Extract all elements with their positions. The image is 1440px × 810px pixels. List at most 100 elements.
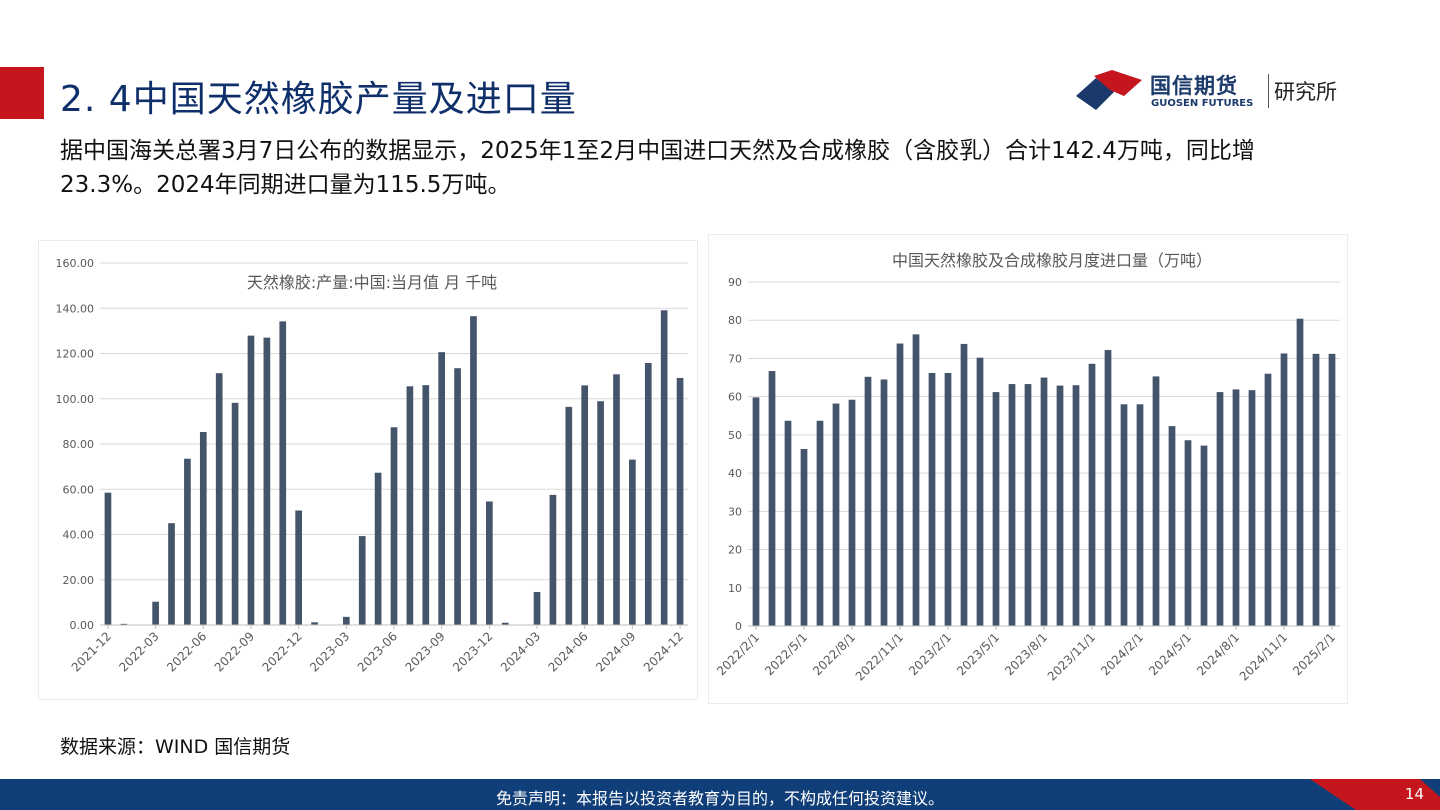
chart-rubber-production-svg: 0.00 20.00 40.00 60.00 80.00 100.00 120.00 140.… bbox=[38, 240, 698, 700]
bar bbox=[677, 378, 684, 625]
y-tick-label: 140.00 bbox=[56, 302, 95, 315]
bar bbox=[945, 373, 952, 626]
bar bbox=[977, 358, 984, 626]
logo-institute: 研究所 bbox=[1274, 76, 1337, 106]
bar bbox=[1137, 404, 1144, 626]
bar bbox=[753, 397, 760, 626]
bar bbox=[1313, 354, 1320, 626]
bar bbox=[343, 617, 350, 625]
y-tick-label: 30 bbox=[728, 505, 742, 518]
bar bbox=[248, 336, 255, 625]
summary-paragraph: 据中国海关总署3月7日公布的数据显示，2025年1至2月中国进口天然及合成橡胶（… bbox=[60, 134, 1350, 202]
y-tick-label: 60.00 bbox=[63, 483, 95, 496]
bar bbox=[849, 400, 856, 626]
bar bbox=[1281, 353, 1288, 626]
bar bbox=[454, 368, 461, 625]
y-tick-label: 0.00 bbox=[70, 619, 95, 632]
bar bbox=[1057, 386, 1064, 626]
bar bbox=[581, 385, 588, 625]
bar bbox=[152, 602, 159, 625]
bar bbox=[785, 421, 792, 626]
bar bbox=[200, 432, 207, 625]
bar bbox=[232, 403, 239, 625]
bar bbox=[422, 385, 429, 625]
chart-title: 中国天然橡胶及合成橡胶月度进口量（万吨） bbox=[892, 251, 1212, 270]
bar bbox=[1169, 426, 1176, 626]
bar bbox=[833, 404, 840, 626]
bar bbox=[470, 316, 477, 625]
y-tick-label: 80.00 bbox=[63, 438, 95, 451]
chart-rubber-imports: 0 10 20 30 40 50 60 70 80 90 2022/2/1 2022/5/1 2022/… bbox=[708, 234, 1348, 704]
bar bbox=[1089, 364, 1096, 626]
page-title: 2. 4中国天然橡胶产量及进口量 bbox=[60, 70, 577, 122]
bar bbox=[1233, 389, 1240, 626]
y-tick-label: 160.00 bbox=[56, 257, 95, 270]
chart-title: 天然橡胶:产量:中国:当月值 月 千吨 bbox=[247, 273, 497, 292]
bar bbox=[184, 459, 191, 625]
bar bbox=[1217, 392, 1224, 626]
logo-company-name: 国信期货 bbox=[1150, 70, 1238, 100]
y-tick-label: 120.00 bbox=[56, 348, 95, 361]
bar bbox=[168, 523, 175, 625]
bar bbox=[1265, 374, 1272, 626]
y-tick-label: 80 bbox=[728, 314, 742, 327]
y-tick-label: 20 bbox=[728, 544, 742, 557]
bar bbox=[1121, 404, 1128, 626]
y-tick-label: 60 bbox=[728, 391, 742, 404]
bar bbox=[645, 363, 652, 625]
bar bbox=[375, 473, 382, 625]
y-tick-label: 0 bbox=[735, 620, 742, 633]
bar bbox=[1041, 378, 1048, 626]
bar bbox=[1249, 390, 1256, 626]
page-number: 14 bbox=[1405, 785, 1424, 803]
y-tick-label: 40.00 bbox=[63, 529, 95, 542]
bar bbox=[993, 392, 1000, 626]
bar bbox=[881, 379, 888, 626]
bar bbox=[1025, 384, 1032, 626]
bar bbox=[534, 592, 541, 625]
bar bbox=[438, 352, 445, 625]
bar bbox=[359, 536, 366, 625]
y-tick-label: 20.00 bbox=[63, 574, 95, 587]
y-tick-label: 10 bbox=[728, 582, 742, 595]
bar bbox=[391, 427, 398, 625]
logo-divider bbox=[1268, 74, 1269, 108]
chart-rubber-production: 0.00 20.00 40.00 60.00 80.00 100.00 120.00 140.… bbox=[38, 240, 698, 700]
bar bbox=[279, 321, 286, 625]
bar bbox=[613, 374, 620, 625]
footer-disclaimer: 免责声明：本报告以投资者教育为目的，不构成任何投资建议。 bbox=[0, 785, 1440, 809]
bar bbox=[1073, 385, 1080, 626]
bar bbox=[295, 511, 302, 625]
bar bbox=[1201, 446, 1208, 626]
y-tick-label: 90 bbox=[728, 276, 742, 289]
title-accent-bar bbox=[0, 67, 44, 119]
bar bbox=[1153, 376, 1160, 626]
bar bbox=[1297, 319, 1304, 626]
bar bbox=[769, 371, 776, 626]
bar bbox=[629, 460, 636, 625]
bar bbox=[897, 344, 904, 626]
bar bbox=[961, 344, 968, 626]
bar bbox=[865, 377, 872, 626]
bar bbox=[597, 401, 604, 625]
bar bbox=[486, 501, 493, 625]
y-tick-label: 50 bbox=[728, 429, 742, 442]
bar bbox=[1105, 350, 1112, 626]
bar bbox=[817, 421, 824, 626]
logo-english-name: GUOSEN FUTURES bbox=[1151, 98, 1253, 109]
bar bbox=[661, 310, 668, 625]
bar bbox=[1329, 354, 1336, 626]
data-source: 数据来源：WIND 国信期货 bbox=[60, 732, 290, 759]
y-tick-label: 70 bbox=[728, 352, 742, 365]
bar bbox=[407, 386, 414, 625]
bar bbox=[801, 449, 808, 626]
bar bbox=[565, 407, 572, 625]
y-tick-label: 40 bbox=[728, 467, 742, 480]
logo-mark-icon bbox=[1072, 68, 1146, 114]
bar bbox=[1185, 440, 1192, 626]
bar bbox=[929, 373, 936, 626]
bar bbox=[550, 495, 557, 625]
bar bbox=[216, 373, 223, 625]
brand-logo: 国信期货 GUOSEN FUTURES 研究所 bbox=[1072, 66, 1372, 116]
